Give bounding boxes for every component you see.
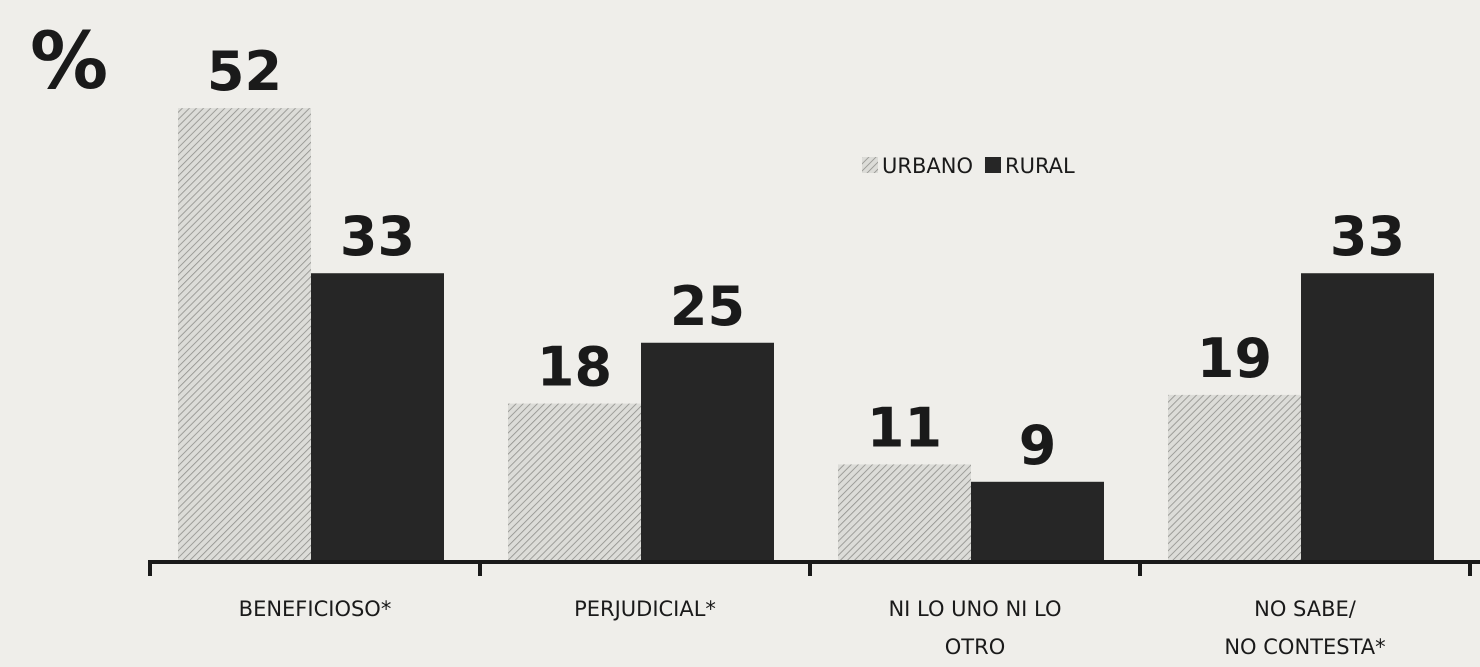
bar — [1168, 394, 1301, 560]
legend-label: RURAL — [1005, 154, 1075, 178]
bar — [971, 481, 1104, 560]
value-label: 11 — [867, 396, 942, 459]
value-label: 25 — [670, 275, 745, 338]
legend-swatch — [984, 157, 1001, 173]
unit-label: % — [30, 17, 108, 107]
value-label: 19 — [1197, 327, 1272, 390]
bar — [641, 342, 774, 560]
x-tick-label: NO SABE/ NO CONTESTA* — [1224, 597, 1386, 659]
x-tick-label: PERJUDICIAL* — [574, 597, 716, 621]
legend-swatch — [862, 157, 878, 173]
bar — [178, 108, 311, 561]
bar — [311, 273, 444, 560]
value-label: 52 — [207, 40, 282, 103]
value-label: 18 — [537, 336, 612, 399]
value-label: 9 — [1019, 414, 1057, 477]
bar — [508, 403, 641, 560]
x-tick-label: BENEFICIOSO* — [238, 597, 392, 621]
x-tick-label: NI LO UNO NI LO OTRO — [888, 597, 1062, 659]
bar — [838, 464, 971, 560]
bar — [1301, 273, 1434, 560]
value-label: 33 — [340, 205, 415, 268]
legend-label: URBANO — [882, 154, 973, 178]
value-label: 33 — [1330, 205, 1405, 268]
